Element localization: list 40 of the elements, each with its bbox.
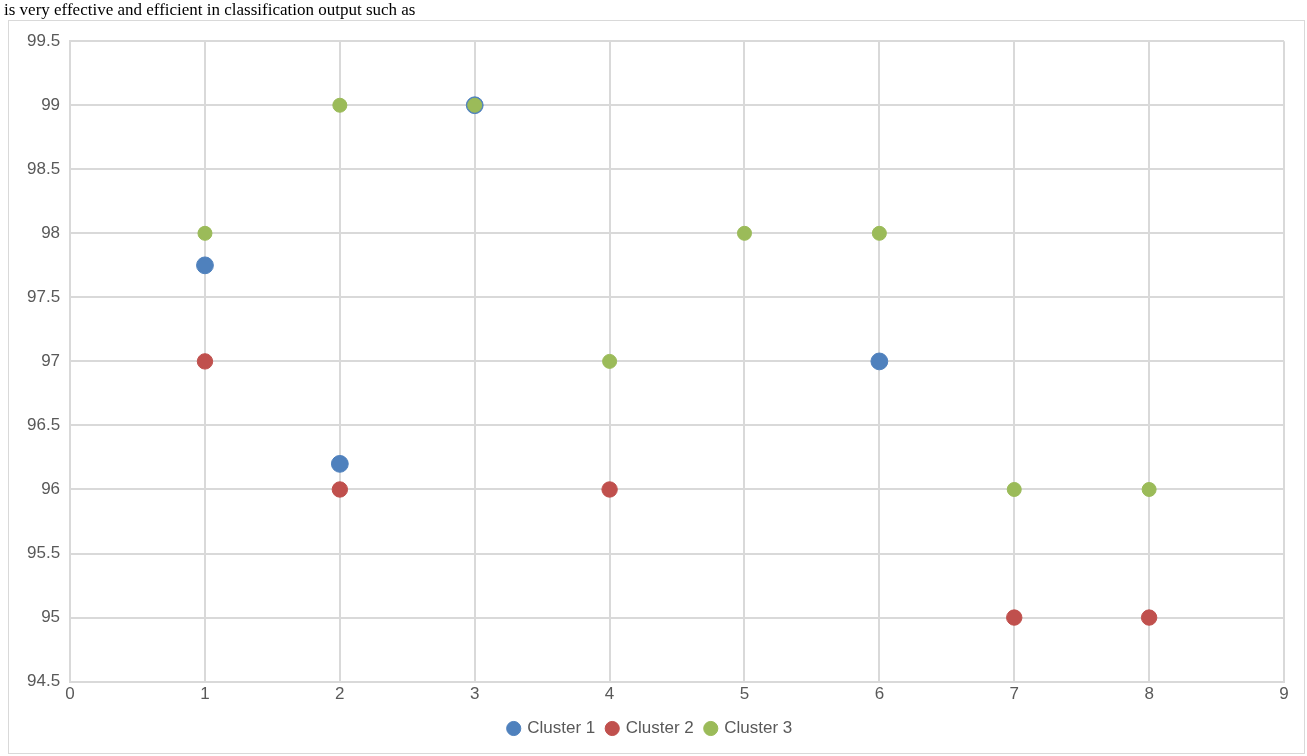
point	[196, 353, 214, 370]
y-tick-label: 96.5	[26, 415, 61, 435]
point	[331, 481, 349, 498]
y-tick-label: 95	[41, 607, 61, 627]
y-tick-label: 97.5	[26, 287, 61, 307]
y-tick-label: 99.5	[26, 30, 61, 50]
point	[332, 97, 348, 113]
y-tick-label: 98.5	[26, 158, 61, 178]
legend-label: Cluster 3	[724, 718, 793, 738]
point	[1140, 609, 1158, 626]
text: is very effective and efficient in classification output such as	[3, 0, 417, 20]
x-tick-label: 4	[604, 684, 615, 704]
x-tick-label: 5	[739, 684, 750, 704]
point	[1006, 481, 1022, 497]
point	[197, 225, 213, 241]
x-tick-label: 6	[874, 684, 885, 704]
point	[871, 225, 887, 241]
y-tick-label: 98	[41, 223, 61, 243]
x-tick-label: 0	[65, 684, 75, 704]
x-tick-label: 9	[1279, 684, 1289, 704]
y-tick-label: 94.5	[26, 671, 61, 691]
point	[870, 352, 889, 371]
point	[601, 481, 618, 498]
point	[196, 256, 214, 275]
point	[736, 225, 752, 241]
x-tick-label: 8	[1144, 684, 1154, 704]
x-tick-label: 1	[200, 684, 210, 704]
y-tick-label: 96	[41, 479, 61, 499]
y-tick-label: 95.5	[26, 543, 61, 563]
legend-label: Cluster 1	[527, 718, 596, 738]
point	[602, 353, 618, 369]
y-tick-label: 99	[41, 94, 61, 114]
point	[330, 454, 349, 473]
y-tick-label: 97	[41, 351, 61, 371]
point	[1006, 609, 1023, 626]
x-tick-label: 2	[335, 684, 345, 704]
legend-label: Cluster 2	[625, 718, 694, 738]
x-tick-label: 3	[469, 684, 480, 704]
x-tick-label: 7	[1009, 684, 1019, 704]
point	[1141, 481, 1157, 497]
